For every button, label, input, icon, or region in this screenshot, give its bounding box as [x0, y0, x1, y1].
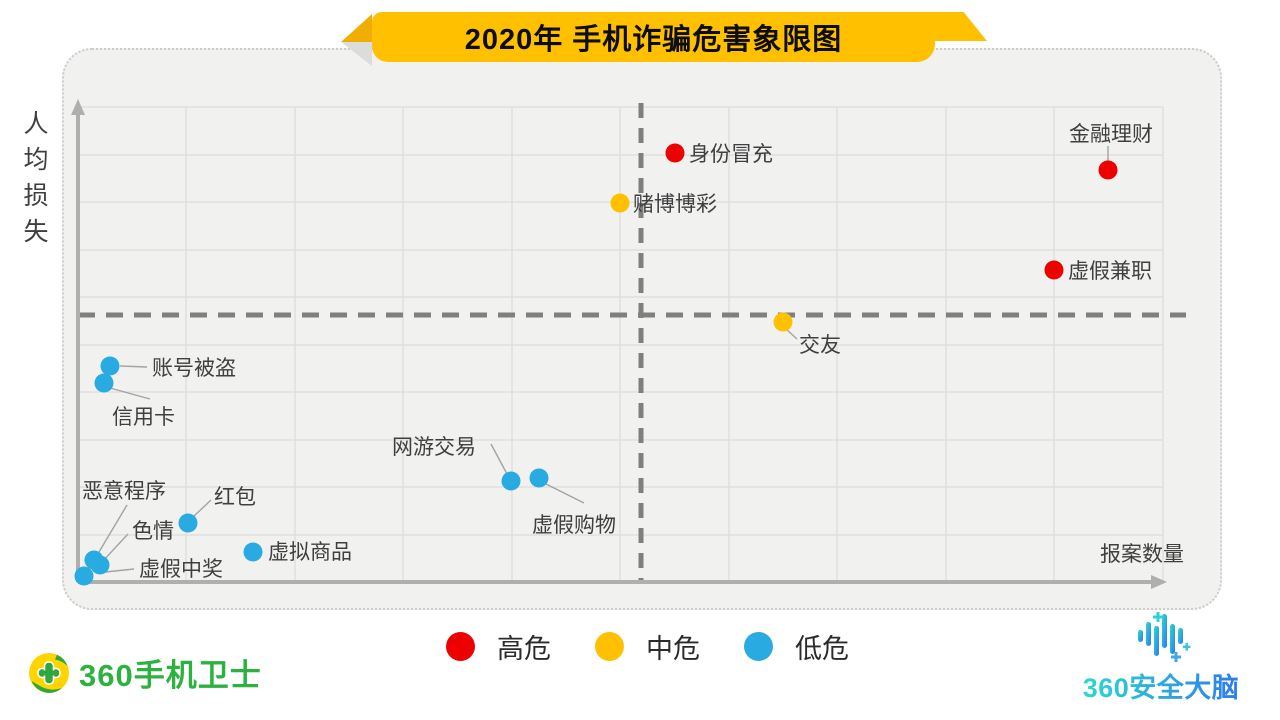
- point-dot: [178, 513, 198, 533]
- point-dot: [243, 542, 263, 562]
- point-dot: [100, 356, 120, 376]
- legend-label-high: 高危: [497, 633, 551, 664]
- left-logo-text: 360手机卫士: [79, 658, 262, 693]
- point-dot: [665, 143, 685, 163]
- leader-line: [545, 483, 585, 504]
- leader-line: [490, 443, 508, 475]
- point-dot: [501, 471, 521, 491]
- point-dot: [529, 468, 549, 488]
- low-risk-dot-icon: [744, 631, 773, 661]
- title-banner: 2020年 手机诈骗危害象限图: [372, 12, 935, 62]
- high-risk-dot-icon: [446, 631, 475, 661]
- y-axis-arrow: [71, 99, 85, 115]
- 360-shield-icon: [29, 652, 69, 693]
- point-dot: [90, 555, 110, 575]
- 360-brain-icon: [1138, 612, 1191, 662]
- right-logo-text: 360安全大脑: [1082, 673, 1240, 703]
- leader-line: [119, 365, 148, 368]
- legend-item-low: 低危: [744, 627, 849, 666]
- leader-line: [109, 387, 151, 400]
- point-dot: [94, 373, 114, 393]
- legend-label-medium: 中危: [646, 633, 700, 664]
- logo-360-security-brain: 360安全大脑: [1076, 610, 1246, 705]
- logo-360-mobile-guard: 360手机卫士: [27, 650, 262, 695]
- point-dot: [610, 193, 630, 213]
- risk-legend: 高危 中危 低危: [446, 627, 849, 666]
- point-dot: [74, 566, 94, 586]
- medium-risk-dot-icon: [595, 631, 624, 661]
- leader-line: [192, 499, 212, 518]
- point-dot: [773, 312, 793, 332]
- point-dot: [1044, 260, 1064, 280]
- legend-item-medium: 中危: [595, 627, 700, 666]
- leader-line: [785, 328, 798, 340]
- x-axis-arrow: [1151, 575, 1167, 589]
- page-title: 2020年 手机诈骗危害象限图: [464, 24, 843, 56]
- leader-line: [101, 533, 129, 563]
- legend-label-low: 低危: [795, 633, 849, 664]
- point-dot: [1098, 160, 1118, 180]
- leader-line: [95, 504, 128, 558]
- legend-item-high: 高危: [446, 627, 551, 666]
